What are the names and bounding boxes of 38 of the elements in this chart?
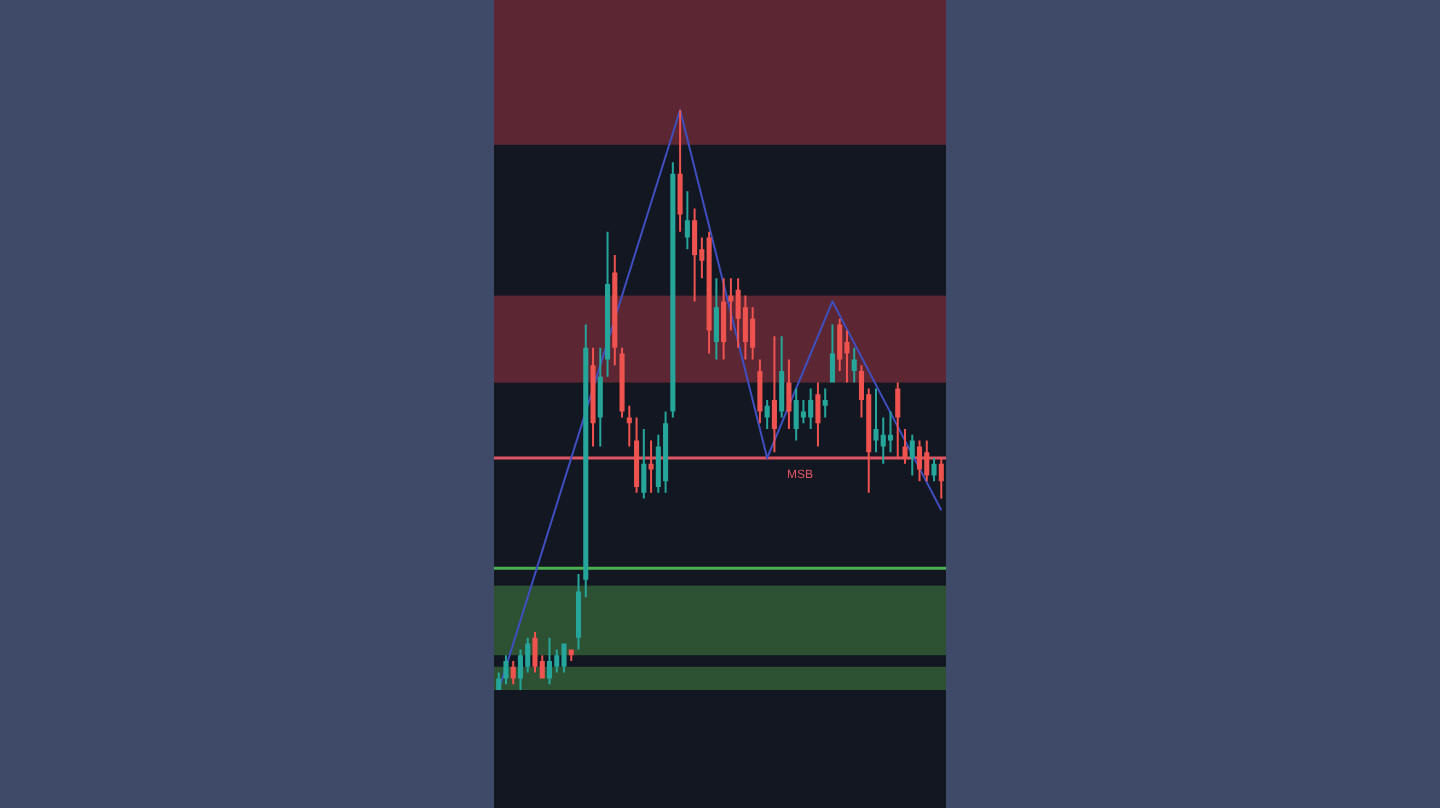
candlestick xyxy=(612,255,618,366)
candlestick xyxy=(597,347,603,447)
candlestick xyxy=(692,208,698,302)
candlestick xyxy=(822,388,828,418)
candlestick xyxy=(779,336,785,418)
candlestick xyxy=(641,429,647,499)
candlestick xyxy=(713,278,719,360)
candlestick xyxy=(793,388,799,441)
candlestick xyxy=(829,324,835,383)
candlestick xyxy=(503,655,509,685)
candlestick xyxy=(648,440,654,493)
candlestick xyxy=(532,632,538,673)
candlestick xyxy=(684,191,690,250)
candlestick xyxy=(916,440,923,482)
candlestick xyxy=(605,231,611,377)
candlestick xyxy=(815,382,821,447)
candlestick xyxy=(546,637,553,685)
candlestick xyxy=(757,359,763,424)
candlestick xyxy=(663,411,669,493)
candlestick xyxy=(561,643,567,673)
candlestick xyxy=(764,400,770,429)
candlestick xyxy=(909,434,915,476)
candlestick xyxy=(568,649,574,661)
candlestick xyxy=(786,359,792,429)
candlestick xyxy=(590,347,596,447)
candlestick xyxy=(706,231,712,354)
candlestick xyxy=(938,458,944,499)
candlestick xyxy=(634,417,640,493)
candlestick xyxy=(931,458,937,482)
candlestick xyxy=(895,382,901,458)
candlestick xyxy=(510,661,516,685)
candlestick xyxy=(924,440,930,482)
candlestick xyxy=(771,336,777,453)
candlestick xyxy=(721,278,727,360)
candlestick xyxy=(670,162,676,418)
candlestick xyxy=(677,110,683,232)
candlestick xyxy=(808,388,814,429)
candlestick xyxy=(851,347,857,383)
